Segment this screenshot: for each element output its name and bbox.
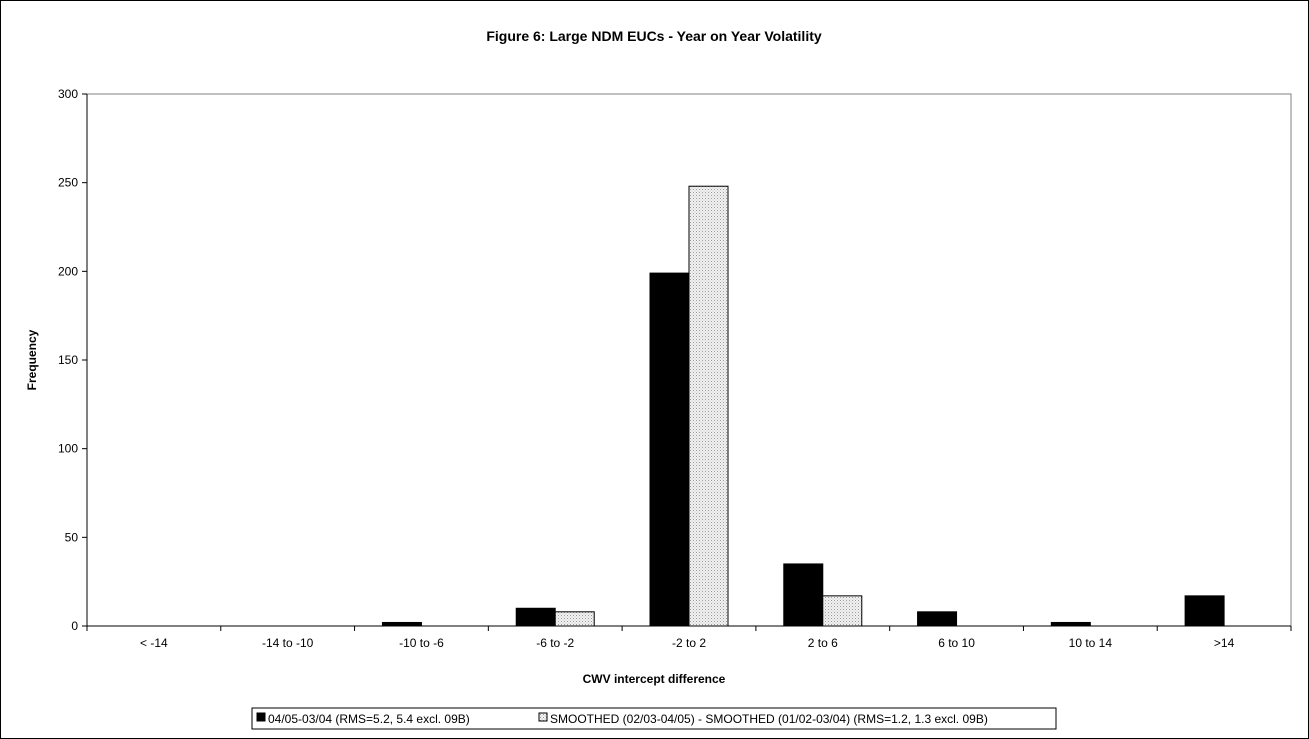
y-tick-label: 50 [65, 530, 79, 544]
legend-swatch-series-1 [256, 712, 266, 722]
x-axis-label: CWV intercept difference [583, 672, 726, 686]
y-tick-label: 200 [58, 264, 78, 278]
legend-label-series-2: SMOOTHED (02/03-04/05) - SMOOTHED (01/02… [550, 712, 988, 726]
bar-series-1 [1184, 595, 1225, 627]
x-tick-label: -2 to 2 [672, 636, 706, 650]
x-tick-label: 6 to 10 [938, 636, 975, 650]
bar-series-1 [917, 611, 958, 627]
y-tick-label: 150 [58, 353, 78, 367]
plot-area: 0 50 100 150 200 250 300 < -14 -14 to -10 -10 to … [58, 87, 1292, 650]
y-tick-label: 100 [58, 442, 78, 456]
x-tick-label: >14 [1214, 636, 1235, 650]
x-tick-label: -10 to -6 [399, 636, 444, 650]
legend-label-series-1: 04/05-03/04 (RMS=5.2, 5.4 excl. 09B) [268, 712, 470, 726]
y-tick-label: 300 [58, 87, 78, 101]
x-tick-label: -14 to -10 [262, 636, 314, 650]
bar-series-1 [515, 607, 556, 627]
legend: 04/05-03/04 (RMS=5.2, 5.4 excl. 09B) SMO… [251, 707, 1057, 730]
legend-box [251, 707, 1057, 730]
bar-series-1 [783, 563, 824, 627]
x-tick-label: 2 to 6 [808, 636, 838, 650]
bar-series-2 [688, 185, 729, 627]
bar-series-1 [381, 621, 422, 627]
bar-series-2 [822, 595, 863, 627]
y-tick-label: 0 [71, 619, 78, 633]
chart-title: Figure 6: Large NDM EUCs - Year on Year … [486, 28, 822, 44]
x-tick-label: < -14 [140, 636, 168, 650]
bar-series-1 [1050, 621, 1091, 627]
y-axis-label: Frequency [25, 329, 39, 390]
legend-swatch-series-2 [538, 712, 548, 722]
x-tick-label: 10 to 14 [1069, 636, 1113, 650]
x-tick-label: -6 to -2 [536, 636, 574, 650]
bar-series-2 [554, 611, 595, 627]
bar-series-1 [649, 272, 690, 627]
y-tick-label: 250 [58, 176, 78, 190]
